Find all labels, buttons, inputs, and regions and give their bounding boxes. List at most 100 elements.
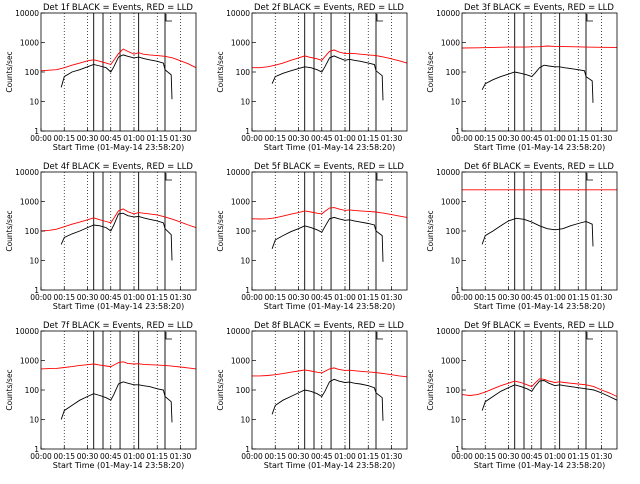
x-axis-label: Start Time (01-May-14 23:58:20) bbox=[474, 461, 605, 470]
detector-plot-2: Det 2f BLACK = Events, RED = LLD 1 10 100 10… bbox=[216, 3, 408, 152]
x-tick-label: 00:00 bbox=[241, 452, 263, 461]
detector-plot-3: Det 3f BLACK = Events, RED = LLD 1 10 100 10… bbox=[426, 3, 618, 152]
x-tick-label: 01:00 bbox=[334, 134, 356, 143]
y-tick-label: 1000 bbox=[441, 198, 460, 207]
plot-title: Det 2f BLACK = Events, RED = LLD bbox=[254, 3, 404, 13]
x-tick-label: 01:00 bbox=[123, 452, 145, 461]
events-series-line bbox=[481, 64, 594, 103]
x-tick-label: 01:15 bbox=[567, 452, 589, 461]
x-tick-label: 01:15 bbox=[567, 293, 589, 302]
y-tick-label: 10000 bbox=[15, 168, 39, 177]
y-tick-label: 10 bbox=[450, 257, 460, 266]
x-axis-label: Start Time (01-May-14 23:58:20) bbox=[264, 461, 395, 470]
x-tick-label: 01:30 bbox=[170, 134, 192, 143]
x-tick-label: 00:15 bbox=[53, 293, 75, 302]
x-tick-label: 00:15 bbox=[53, 452, 75, 461]
x-tick-label: 00:15 bbox=[474, 452, 496, 461]
y-axis-label: Counts/sec bbox=[426, 369, 435, 410]
events-series-line bbox=[271, 216, 384, 262]
x-tick-label: 00:00 bbox=[451, 134, 473, 143]
y-tick-label: 100 bbox=[236, 227, 251, 236]
y-tick-label: 10 bbox=[450, 416, 460, 425]
x-tick-label: 00:45 bbox=[311, 293, 333, 302]
y-tick-label: 1 bbox=[245, 445, 250, 454]
x-tick-label: 01:00 bbox=[123, 293, 145, 302]
plot-title: Det 9f BLACK = Events, RED = LLD bbox=[464, 321, 614, 331]
y-axis-label: Counts/sec bbox=[216, 369, 225, 410]
x-axis-label: Start Time (01-May-14 23:58:20) bbox=[474, 143, 605, 152]
y-tick-label: 1 bbox=[245, 127, 250, 136]
x-tick-label: 00:30 bbox=[77, 452, 99, 461]
y-tick-label: 10000 bbox=[15, 9, 39, 18]
y-tick-label: 1 bbox=[455, 127, 460, 136]
lld-series-line bbox=[461, 45, 618, 49]
y-tick-label: 10 bbox=[29, 416, 39, 425]
plot-title: Det 8f BLACK = Events, RED = LLD bbox=[254, 321, 404, 331]
x-tick-label: 00:00 bbox=[30, 134, 52, 143]
x-axis-label: Start Time (01-May-14 23:58:20) bbox=[474, 302, 605, 311]
y-tick-label: 1 bbox=[245, 286, 250, 295]
plot-frame bbox=[251, 330, 408, 450]
x-tick-label: 00:15 bbox=[474, 293, 496, 302]
x-tick-label: 00:45 bbox=[100, 452, 122, 461]
plot-title: Det 4f BLACK = Events, RED = LLD bbox=[43, 162, 193, 172]
x-tick-label: 01:30 bbox=[381, 134, 403, 143]
x-axis-label: Start Time (01-May-14 23:58:20) bbox=[264, 302, 395, 311]
x-tick-label: 00:30 bbox=[288, 452, 310, 461]
y-tick-label: 10000 bbox=[226, 168, 250, 177]
y-tick-label: 10 bbox=[240, 257, 250, 266]
plot-title: Det 1f BLACK = Events, RED = LLD bbox=[43, 3, 193, 13]
detector-plot-9: Det 9f BLACK = Events, RED = LLD 1 10 100 10… bbox=[426, 321, 618, 470]
x-tick-label: 00:45 bbox=[100, 134, 122, 143]
corner-marker bbox=[586, 14, 593, 22]
x-tick-label: 00:30 bbox=[288, 134, 310, 143]
events-series-line bbox=[271, 378, 384, 421]
y-tick-label: 1000 bbox=[20, 198, 39, 207]
plot-frame bbox=[40, 171, 197, 291]
lld-series-line bbox=[40, 48, 197, 72]
x-tick-label: 00:15 bbox=[264, 293, 286, 302]
x-tick-label: 01:15 bbox=[357, 134, 379, 143]
y-tick-label: 100 bbox=[446, 68, 461, 77]
y-tick-label: 10 bbox=[240, 416, 250, 425]
y-tick-label: 10000 bbox=[15, 327, 39, 336]
y-tick-label: 10 bbox=[240, 98, 250, 107]
detector-plot-5: Det 5f BLACK = Events, RED = LLD 1 10 100 10… bbox=[216, 162, 408, 311]
x-tick-label: 00:00 bbox=[30, 293, 52, 302]
y-tick-label: 1 bbox=[455, 445, 460, 454]
x-tick-label: 01:00 bbox=[334, 293, 356, 302]
x-tick-label: 01:00 bbox=[123, 134, 145, 143]
x-tick-label: 00:45 bbox=[311, 134, 333, 143]
x-tick-label: 01:00 bbox=[544, 134, 566, 143]
lld-series-line bbox=[251, 207, 408, 220]
y-tick-label: 1000 bbox=[231, 39, 250, 48]
y-tick-label: 100 bbox=[25, 68, 40, 77]
corner-marker bbox=[376, 14, 383, 22]
plot-frame bbox=[40, 12, 197, 132]
plot-frame bbox=[461, 12, 618, 132]
y-tick-label: 1000 bbox=[441, 39, 460, 48]
x-tick-label: 00:30 bbox=[288, 293, 310, 302]
y-tick-label: 100 bbox=[446, 386, 461, 395]
y-tick-label: 10 bbox=[29, 98, 39, 107]
x-tick-label: 00:45 bbox=[311, 452, 333, 461]
plot-title: Det 6f BLACK = Events, RED = LLD bbox=[464, 162, 614, 172]
y-tick-label: 1000 bbox=[441, 357, 460, 366]
x-tick-label: 01:30 bbox=[591, 452, 613, 461]
lld-series-line bbox=[461, 378, 618, 397]
x-tick-label: 00:15 bbox=[264, 452, 286, 461]
x-tick-label: 01:30 bbox=[170, 293, 192, 302]
events-series-line bbox=[60, 54, 173, 100]
x-tick-label: 01:15 bbox=[357, 452, 379, 461]
x-tick-label: 01:30 bbox=[381, 293, 403, 302]
lld-series-line bbox=[252, 49, 408, 69]
detector-plot-4: Det 4f BLACK = Events, RED = LLD 1 10 100 10… bbox=[5, 162, 197, 311]
x-tick-label: 01:00 bbox=[334, 452, 356, 461]
y-tick-label: 10000 bbox=[436, 168, 460, 177]
lld-series-line bbox=[40, 361, 197, 370]
corner-marker bbox=[165, 173, 172, 181]
x-tick-label: 00:45 bbox=[521, 293, 543, 302]
y-axis-label: Counts/sec bbox=[216, 51, 225, 92]
